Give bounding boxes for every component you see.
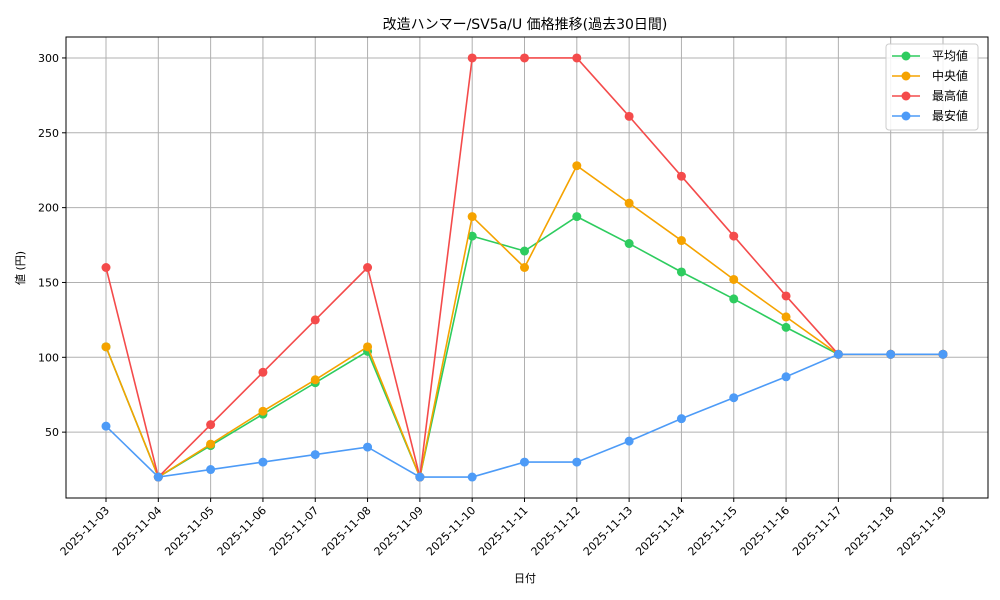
data-point (258, 457, 268, 467)
legend-item: 中央値 (892, 68, 968, 83)
legend-item: 最高値 (892, 88, 968, 103)
y-tick-label: 100 (38, 351, 59, 364)
data-point (572, 161, 582, 171)
legend-label: 最安値 (932, 108, 968, 123)
data-point (729, 231, 739, 241)
data-point (206, 465, 216, 475)
x-tick-label: 2025-11-06 (215, 504, 269, 558)
y-tick-label: 150 (38, 276, 59, 289)
data-point (886, 349, 896, 359)
legend-item: 平均値 (892, 48, 968, 63)
data-point (781, 291, 791, 301)
series-line (101, 349, 948, 482)
y-tick-label: 250 (38, 127, 59, 140)
data-point (363, 342, 373, 352)
data-point (467, 212, 477, 222)
data-point (520, 263, 529, 272)
data-point (520, 246, 529, 256)
data-point (415, 472, 425, 482)
legend-label: 最高値 (932, 88, 968, 103)
data-point (520, 457, 529, 467)
data-point (153, 472, 163, 482)
data-point (101, 342, 111, 352)
x-tick-label: 2025-11-13 (581, 504, 635, 558)
data-point (572, 457, 582, 467)
x-tick-label: 2025-11-08 (319, 504, 373, 558)
data-point (833, 349, 843, 359)
data-point (206, 420, 216, 430)
data-point (101, 263, 111, 272)
x-axis-ticks: 2025-11-032025-11-042025-11-052025-11-06… (58, 498, 949, 558)
x-tick-label: 2025-11-16 (738, 504, 792, 558)
data-point (310, 315, 320, 325)
data-point (729, 274, 739, 284)
x-tick-label: 2025-11-15 (685, 504, 739, 558)
x-axis-label: 日付 (514, 572, 536, 585)
data-point (310, 375, 320, 385)
data-point (938, 349, 948, 359)
x-tick-label: 2025-11-17 (790, 504, 844, 558)
data-point (258, 367, 268, 377)
legend-box (885, 43, 979, 131)
data-point (572, 212, 582, 222)
data-point (572, 53, 582, 63)
data-point (781, 322, 791, 332)
data-point (624, 198, 634, 208)
x-tick-label: 2025-11-14 (633, 504, 687, 558)
data-point (467, 231, 477, 241)
y-tick-label: 50 (45, 426, 59, 439)
data-series (101, 53, 948, 482)
x-tick-label: 2025-11-18 (842, 504, 896, 558)
data-point (676, 171, 686, 181)
data-point (624, 239, 634, 249)
legend-marker-icon (901, 91, 911, 101)
data-point (101, 421, 111, 431)
data-point (467, 472, 477, 482)
data-point (258, 406, 268, 416)
data-point (729, 393, 739, 403)
plot-frame (65, 36, 989, 499)
legend-label: 平均値 (932, 48, 968, 63)
x-tick-label: 2025-11-11 (476, 504, 530, 558)
data-point (363, 263, 373, 272)
data-point (781, 312, 791, 322)
legend-marker-icon (901, 111, 911, 121)
chart-title: 改造ハンマー/SV5a/U 価格推移(過去30日間) (383, 17, 668, 33)
x-tick-label: 2025-11-04 (110, 504, 164, 558)
data-point (729, 294, 739, 304)
data-point (520, 53, 529, 63)
data-point (206, 439, 216, 449)
data-point (676, 236, 686, 246)
data-point (363, 442, 373, 452)
legend-marker-icon (901, 71, 911, 81)
y-axis-label: 値 (円) (14, 251, 27, 285)
x-tick-label: 2025-11-05 (162, 504, 216, 558)
data-point (624, 111, 634, 121)
legend-marker-icon (901, 51, 911, 61)
data-point (781, 372, 791, 382)
data-point (310, 450, 320, 460)
x-tick-label: 2025-11-10 (424, 504, 478, 558)
y-tick-label: 200 (38, 202, 59, 215)
y-tick-label: 300 (38, 52, 59, 65)
y-axis-ticks: 50 100 150 200 250 300 (38, 52, 66, 439)
x-tick-label: 2025-11-12 (529, 504, 583, 558)
data-point (676, 414, 686, 424)
legend-label: 中央値 (932, 68, 968, 83)
legend-item: 最安値 (892, 108, 968, 123)
data-point (676, 267, 686, 277)
x-tick-label: 2025-11-03 (58, 504, 112, 558)
data-point (467, 53, 477, 63)
data-point (624, 436, 634, 446)
x-tick-label: 2025-11-07 (267, 504, 321, 558)
x-tick-label: 2025-11-09 (372, 504, 426, 558)
x-tick-label: 2025-11-19 (895, 504, 949, 558)
